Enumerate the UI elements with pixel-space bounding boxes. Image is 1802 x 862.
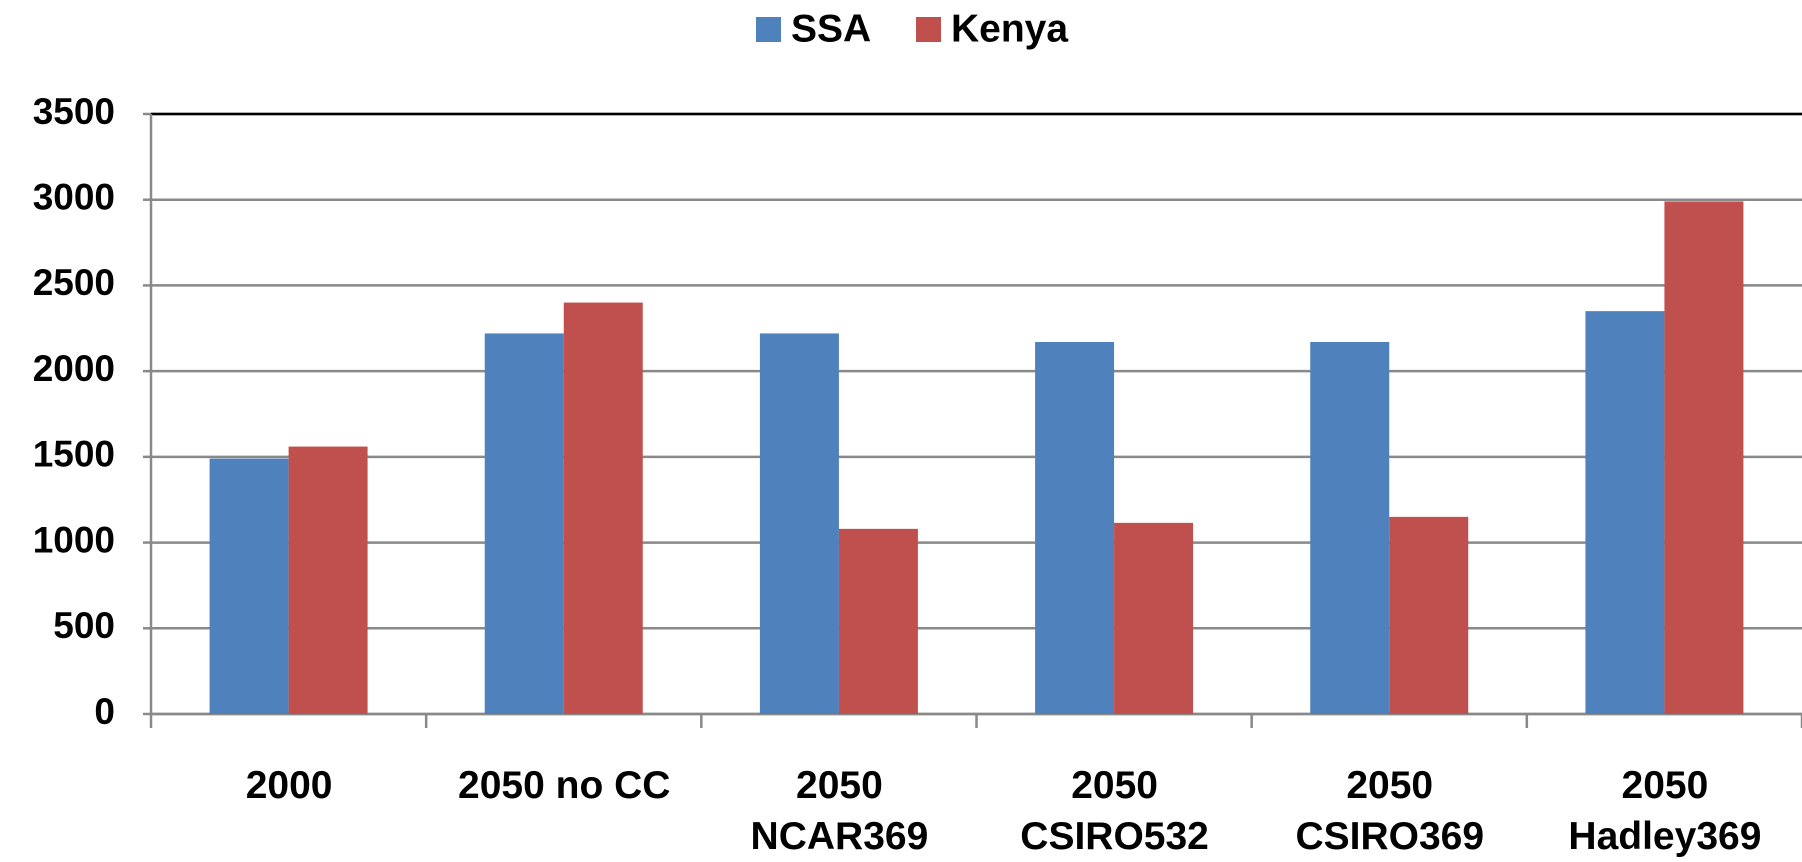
legend-swatch: [916, 17, 941, 42]
y-tick-label: 2500: [33, 262, 115, 303]
x-tick-label: 2050 CSIRO369: [1295, 764, 1485, 858]
y-tick-label: 1000: [33, 519, 115, 560]
y-tick-label: 0: [94, 691, 115, 732]
bar: [1035, 342, 1115, 714]
x-tick-label: 2050 CSIRO532: [1020, 764, 1209, 858]
y-tick-label: 2000: [33, 348, 115, 389]
bar: [563, 302, 643, 714]
y-tick-label: 1500: [33, 434, 115, 475]
bar: [1664, 201, 1744, 714]
bar: [484, 333, 564, 714]
x-tick-label: 2050 NCAR369: [750, 764, 929, 858]
legend-label: SSA: [791, 7, 871, 50]
y-tick-label: 500: [53, 605, 115, 646]
legend-swatch: [756, 17, 781, 42]
y-tick-label: 3000: [33, 176, 115, 217]
bar: [759, 333, 839, 714]
x-tick-label: 2050 no CC: [458, 764, 671, 807]
bar: [1585, 311, 1665, 714]
bar: [1114, 522, 1194, 714]
bar: [838, 528, 918, 714]
x-tick-label: 2000: [245, 764, 333, 807]
bar: [288, 446, 368, 714]
bar: [1389, 516, 1469, 714]
legend-label: Kenya: [951, 7, 1068, 50]
bar: [209, 458, 289, 714]
bar: [1310, 342, 1390, 714]
x-tick-label: 2050 Hadley369: [1568, 764, 1762, 858]
y-tick-label: 3500: [33, 91, 115, 132]
